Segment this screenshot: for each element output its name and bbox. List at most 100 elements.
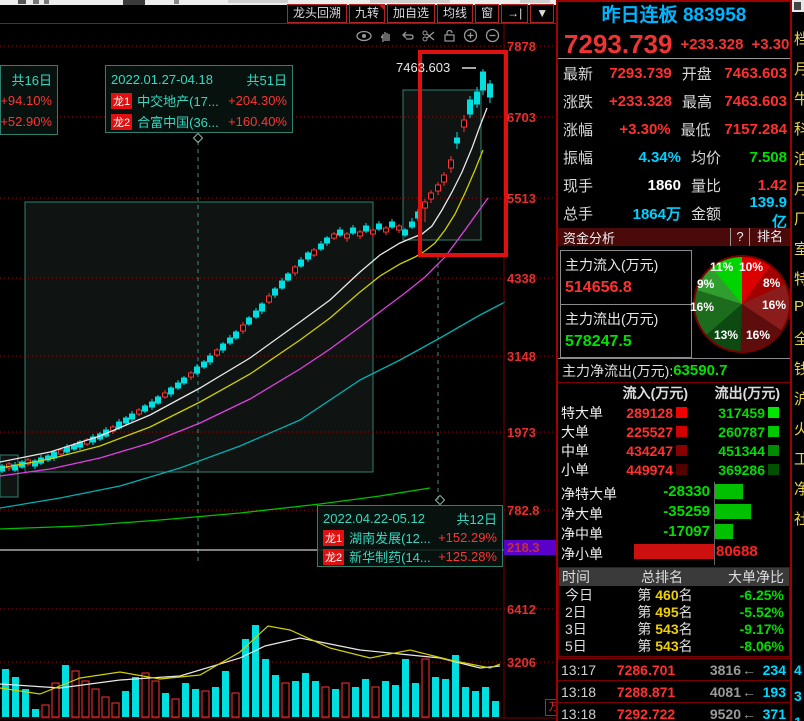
pan-hand-icon[interactable] xyxy=(379,29,393,43)
pie-label: 16% xyxy=(762,298,787,312)
scissors-icon[interactable] xyxy=(422,29,436,43)
pie-label: 8% xyxy=(763,276,781,290)
edge-glyph: 全 xyxy=(794,328,804,349)
net-flow-value: 63590.7 xyxy=(673,362,728,379)
main-flow-cell: 主力流入(万元) 514656.8 主力流出(万元) 578247.5 xyxy=(560,250,692,358)
edge-glyph: 特 xyxy=(794,268,804,289)
funds-pie-chart xyxy=(693,255,791,353)
edge-glyph: 月 xyxy=(794,58,804,79)
leader-name[interactable]: 湖南发展(12... xyxy=(349,531,431,546)
net-bar xyxy=(715,524,733,539)
info-label: 最新 xyxy=(563,65,594,83)
toolbar-divider xyxy=(0,23,556,24)
leader-name[interactable]: 合富中国(36... xyxy=(137,115,219,130)
column-header: 时间 xyxy=(562,569,590,585)
zoom-in-icon[interactable] xyxy=(463,28,478,43)
info-value: +3.30% xyxy=(619,120,671,138)
table-row: 3日第 543名 -9.17% xyxy=(565,620,784,637)
info-label: 涨跌 xyxy=(563,93,594,111)
info-label: 振幅 xyxy=(563,149,594,167)
net-bar xyxy=(715,504,751,519)
edge-glyph: 室 xyxy=(794,238,804,259)
tick-list[interactable]: 13:17 7286.701 3816 ← 234 13:18 7288.871 4081 ←… xyxy=(558,658,790,721)
rank-button[interactable]: 排名 xyxy=(749,228,790,246)
info-label: 量比 xyxy=(691,177,722,195)
table-row: 2日第 495名 -5.52% xyxy=(565,603,784,620)
column-header: 大单净比 xyxy=(728,569,784,585)
pie-label: 10% xyxy=(739,260,764,274)
index-code: 883958 xyxy=(682,5,747,26)
eye-icon[interactable] xyxy=(356,29,372,43)
inflow-value: 514656.8 xyxy=(565,279,632,296)
net-bars-axis xyxy=(714,482,715,565)
direction-arrow-icon: ← xyxy=(742,661,756,678)
column-header: 流出(万元) xyxy=(714,385,780,401)
edge-digit: 4 xyxy=(794,662,802,678)
edge-glyph: 泊 xyxy=(794,148,804,169)
rank-table: 时间 总排名 大单净比 今日第 460名 -6.25% 2日第 495名 -5.52% … xyxy=(558,567,790,657)
table-row: 大单 225527 260787 xyxy=(558,422,790,441)
net-flow-label: 主力净流出(万元): xyxy=(562,362,674,379)
leader-name[interactable]: 中交地产(17... xyxy=(137,94,219,109)
ma-button[interactable]: 均线 xyxy=(437,4,474,23)
dropdown-button[interactable]: ▼ xyxy=(530,4,555,23)
net-bar xyxy=(634,544,714,559)
info-label: 现手 xyxy=(563,177,594,195)
info-label: 最低 xyxy=(680,121,711,139)
column-header: 总排名 xyxy=(641,569,683,585)
expand-button[interactable]: →| xyxy=(501,4,529,23)
funds-analysis-header: 资金分析 ? 排名 xyxy=(558,228,790,246)
edge-glyph: 沪 xyxy=(794,388,804,409)
net-row: 净中单 -17097 xyxy=(558,522,790,542)
annotation-range: 2022.01.27-04.18 xyxy=(111,72,213,87)
leader-backtrack-button[interactable]: 龙头回溯 xyxy=(287,4,348,23)
quote-panel: 昨日连板 883958 7293.739 +233.328 +3.30% 最新 7… xyxy=(556,0,803,721)
info-label: 开盘 xyxy=(681,65,712,83)
candlestick-chart[interactable] xyxy=(0,0,556,721)
edge-glyph: 社 xyxy=(794,508,804,529)
tick-row: 13:17 7286.701 3816 ← 234 xyxy=(558,658,790,680)
axis-label: 1973 xyxy=(507,425,536,440)
info-value: 7293.739 xyxy=(609,64,672,82)
edge-glyph: 月 xyxy=(794,178,804,199)
info-value: 7463.603 xyxy=(724,92,787,110)
index-title[interactable]: 昨日连板 883958 xyxy=(558,2,790,30)
outflow-value: 578247.5 xyxy=(565,333,632,350)
leader-name[interactable]: 新华制药(14... xyxy=(349,550,431,565)
leader-badge: 龙2 xyxy=(323,548,345,565)
info-value: 7463.603 xyxy=(724,64,787,82)
quote-info-grid: 最新 7293.739 开盘 7463.603 涨跌 +233.328 最高 7463.60… xyxy=(558,59,790,232)
price-change: +233.328 xyxy=(680,35,744,53)
annotation-bottom: 2022.04.22-05.12 共12日 龙1 湖南发展(12... +152.29… xyxy=(317,505,503,567)
table-row: 中单 434247 451344 xyxy=(558,441,790,460)
lock-icon[interactable] xyxy=(443,29,456,43)
pie-label: 16% xyxy=(690,300,715,314)
annotation-days: 共51日 xyxy=(246,73,287,88)
zoom-out-icon[interactable] xyxy=(485,28,500,43)
edge-glyph: 牛 xyxy=(794,88,804,109)
window-button[interactable]: 窗 xyxy=(475,4,500,23)
axis-label: 5513 xyxy=(507,191,536,206)
info-value: 1864万 xyxy=(632,205,681,223)
info-value: 1860 xyxy=(647,176,681,194)
help-button[interactable]: ? xyxy=(730,228,749,246)
price-change-pct: +3.30% xyxy=(751,35,803,53)
legend-square xyxy=(676,426,687,437)
tick-row: 13:18 7288.871 4081 ← 193 xyxy=(558,680,790,702)
edge-glyph: 净 xyxy=(794,478,804,499)
pie-label: 9% xyxy=(697,277,715,291)
edge-glyph: 科 xyxy=(794,118,804,139)
nine-turn-button[interactable]: 九转 xyxy=(349,4,386,23)
leader-badge: 龙2 xyxy=(111,113,133,130)
tick-row: 13:18 7292.722 9520 ← 371 xyxy=(558,702,790,721)
last-price: 7293.739 xyxy=(564,28,673,59)
add-watchlist-button[interactable]: 加自选 xyxy=(387,4,436,23)
annotation-days: 共12日 xyxy=(456,512,497,527)
table-row: 今日第 460名 -6.25% xyxy=(565,586,784,603)
edge-strip: 档月牛科泊月厂室特P全钱沪火工净社431 xyxy=(790,0,804,721)
info-label: 均价 xyxy=(691,149,722,167)
edge-digit: 3 xyxy=(794,688,802,704)
legend-square xyxy=(768,445,779,456)
pie-label: 13% xyxy=(714,328,739,342)
undo-icon[interactable] xyxy=(400,29,415,43)
